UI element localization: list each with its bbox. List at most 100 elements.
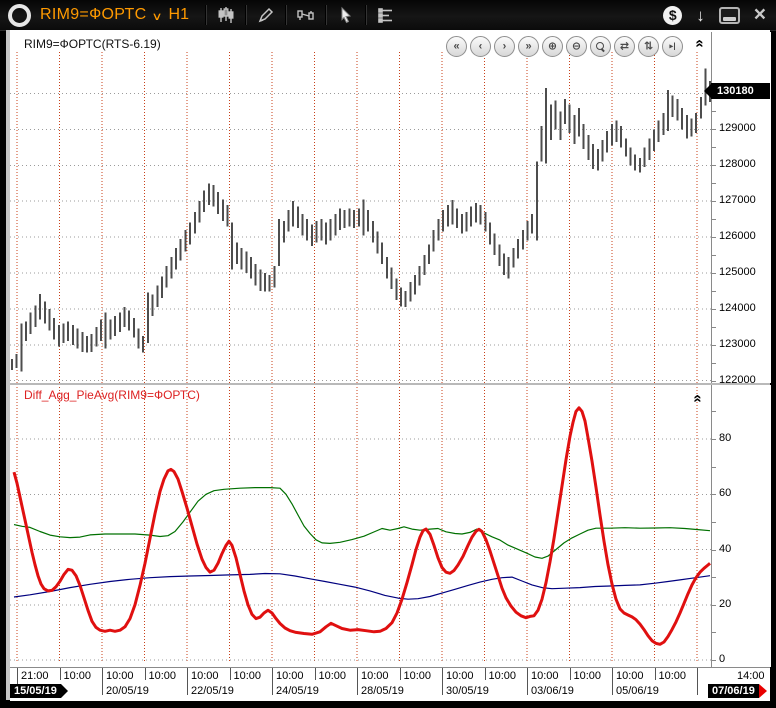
compress-horizontal-button[interactable]: ⇄ [614,36,635,57]
axis-tick [712,494,716,496]
axis-tick [712,129,716,131]
time-label: 21:00 [21,670,49,682]
axis-tick [712,521,716,523]
price-tick-label: 125000 [719,266,756,278]
zoom-out-button-glyph: ⊖ [571,40,582,53]
toolbar-separator [244,5,247,25]
time-label: 10:00 [488,670,517,682]
axis-tick [712,632,716,634]
draw-tool-icon[interactable] [251,3,281,27]
zoom-in-button-glyph: ⊕ [547,40,558,53]
axis-tick [712,111,716,113]
scroll-left-button[interactable]: ‹ [470,36,491,57]
symbol-selector[interactable]: RIM9=ФОРТС ∨ [40,6,169,24]
scroll-left-button-glyph: ‹ [478,40,483,52]
date-label: 22/05/19 [191,685,234,697]
last-price-value: 130180 [717,85,754,97]
go-to-end-button-glyph: ▸| [669,41,676,51]
time-tick [144,668,146,680]
time-label: 10:00 [446,670,474,682]
price-chart-title: RIM9=ФОРТС(RTS-6.19) [24,37,161,51]
time-tick [187,668,188,695]
toolbar-separator [364,5,367,25]
axis-tick [712,411,716,413]
indicator-tick-label: 60 [719,487,732,500]
time-label: 10:00 [361,670,389,682]
scroll-fast-left-button[interactable]: « [446,36,467,57]
time-tick [569,668,571,680]
time-tick [314,668,316,680]
price-chart-svg [10,52,711,383]
zoom-box-button[interactable] [590,36,611,57]
download-arrow-icon[interactable]: ↓ [696,7,705,24]
scroll-fast-right-button[interactable]: » [518,36,539,57]
dollar-glyph: $ [668,7,677,23]
price-tick-label: 124000 [719,301,756,314]
price-tick-label: 126000 [719,230,756,243]
axis-tick [712,577,716,579]
scroll-right-button[interactable]: › [494,36,515,57]
price-tick-label: 127000 [719,194,756,207]
axis-tick [712,165,716,167]
window-frame-left [6,30,10,700]
pattern-tool-icon[interactable] [291,3,321,27]
indicator-plot[interactable]: Diff_Agg_PieAvg(RIM9=ФОРТС) « [10,385,711,667]
axis-tick [712,255,716,257]
last-price-arrow-icon [704,84,711,98]
time-tick [697,668,698,695]
time-label: 10:00 [658,670,687,682]
price-tick-label: 122000 [719,373,756,386]
date-label: 03/06/19 [531,685,574,697]
axis-tick [712,308,716,310]
axis-tick [712,290,716,292]
timeframe-label[interactable]: H1 [168,6,189,23]
date-label: 30/05/19 [446,685,489,697]
go-to-end-button[interactable]: ▸| [662,36,683,57]
time-tick [442,668,443,695]
indicator-line-avg-slow-blue [13,572,711,600]
indicator-tick-label: 0 [719,653,726,665]
time-label: 10:00 [106,670,134,682]
close-window-button[interactable]: × [754,4,766,25]
levels-tool-icon[interactable] [371,3,401,27]
indicator-axis[interactable]: 80 60 40 20 0 [711,385,771,667]
indicator-line-diff-fast [12,406,711,646]
zoom-in-button[interactable]: ⊕ [542,36,563,57]
time-label: 10:00 [616,670,644,682]
scale-vertical-button[interactable]: ⇅ [638,36,659,57]
cursor-tool-icon[interactable] [331,3,361,27]
time-tick [17,668,18,695]
price-tick-label: 129000 [719,122,756,135]
chevron-down-icon: ∨ [151,10,164,23]
magnifier-icon [596,42,605,52]
date-label: 24/05/19 [276,685,319,697]
time-tick [612,668,613,695]
last-date-badge: 07/06/19 [708,684,767,698]
time-tick [527,668,528,695]
panel-separator[interactable] [10,383,770,385]
time-label-last: 14:00 [737,670,765,682]
price-tick-label: 128000 [719,158,756,171]
account-dollar-icon[interactable]: $ [663,5,683,25]
axis-tick [712,660,716,661]
zoom-out-button[interactable]: ⊖ [566,36,587,57]
time-tick [59,668,61,680]
restore-window-button[interactable] [718,6,740,24]
collapse-indicator-panel-button[interactable]: « [689,394,707,403]
time-label: 10:00 [191,670,219,682]
first-date-badge: 15/05/19 [10,684,68,698]
time-axis[interactable]: 21:00 10:00 10:00 20/05/19 10:00 10:00 22/05/1… [10,667,770,701]
download-glyph: ↓ [696,5,705,25]
axis-tick [712,326,716,328]
price-chart-plot[interactable]: RIM9=ФОРТС(RTS-6.19) « ‹ › » ⊕ ⊖ ⇄ ⇅ ▸| « [10,32,711,383]
last-price-badge: 130180 [704,83,770,99]
scroll-fast-right-button-glyph: » [525,40,532,52]
collapse-price-panel-button[interactable]: « [691,39,709,48]
axis-tick [712,380,716,382]
time-tick [654,668,656,680]
time-label: 10:00 [573,670,602,682]
time-label: 10:00 [318,670,347,682]
candlestick-tool-icon[interactable] [211,3,241,27]
scale-vertical-button-glyph: ⇅ [643,40,654,53]
